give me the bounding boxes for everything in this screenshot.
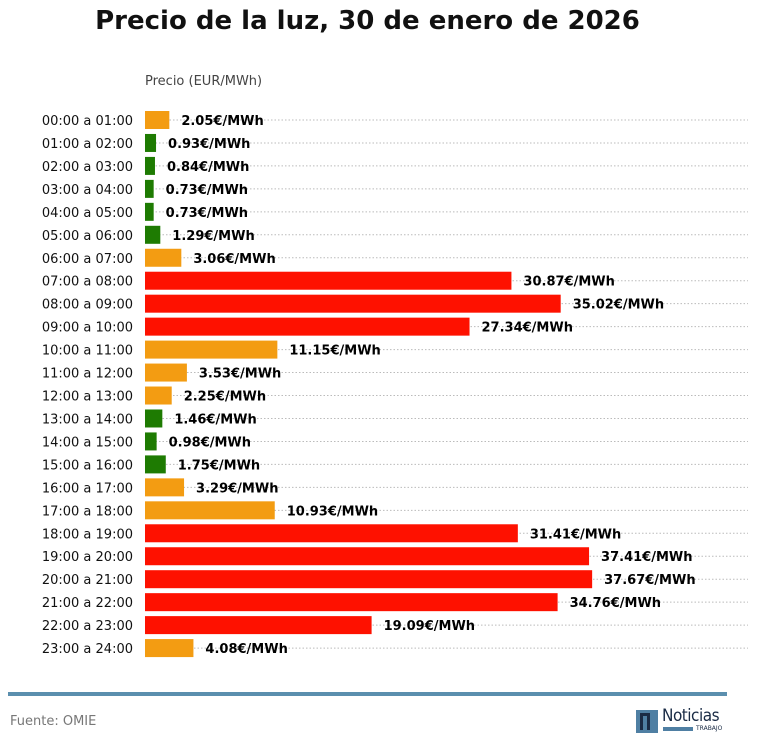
data-label: 35.02€/MWh: [573, 298, 664, 313]
data-label: 10.93€/MWh: [287, 504, 378, 519]
bar: [145, 501, 275, 520]
data-label: 4.08€/MWh: [205, 642, 287, 657]
bar: [145, 524, 518, 543]
category-label: 05:00 a 06:00: [42, 229, 133, 244]
data-label: 30.87€/MWh: [523, 275, 614, 290]
bar: [145, 340, 278, 359]
data-label: 2.05€/MWh: [181, 114, 263, 129]
data-label: 19.09€/MWh: [384, 619, 475, 634]
data-label: 34.76€/MWh: [570, 596, 661, 611]
category-label: 16:00 a 17:00: [42, 481, 133, 496]
data-label: 0.93€/MWh: [168, 137, 250, 152]
bar: [145, 111, 170, 129]
bar: [145, 294, 561, 313]
category-label: 23:00 a 24:00: [42, 642, 133, 657]
source-text: Fuente: OMIE: [10, 714, 97, 729]
category-label: 15:00 a 16:00: [42, 458, 133, 473]
data-label: 0.73€/MWh: [166, 206, 248, 221]
data-label: 0.73€/MWh: [166, 183, 248, 198]
data-label: 1.75€/MWh: [178, 458, 260, 473]
data-label: 3.29€/MWh: [196, 481, 278, 496]
bar: [145, 616, 372, 635]
category-label: 11:00 a 12:00: [42, 367, 133, 382]
bar: [145, 386, 172, 405]
axis-label: Precio (EUR/MWh): [145, 74, 263, 89]
category-label: 19:00 a 20:00: [42, 550, 133, 565]
bar: [145, 225, 161, 244]
data-label: 1.46€/MWh: [174, 412, 256, 427]
data-label: 2.25€/MWh: [184, 390, 266, 405]
data-label: 37.41€/MWh: [601, 550, 692, 565]
bar: [145, 455, 166, 474]
noticias-trabajo-logo: Noticias TRABAJO: [636, 706, 728, 734]
category-label: 22:00 a 23:00: [42, 619, 133, 634]
bar: [145, 363, 187, 382]
data-label: 1.29€/MWh: [172, 229, 254, 244]
category-label: 08:00 a 09:00: [42, 298, 133, 313]
bar: [145, 570, 593, 589]
category-label: 09:00 a 10:00: [42, 321, 133, 336]
category-label: 20:00 a 21:00: [42, 573, 133, 588]
chart-title: Precio de la luz, 30 de enero de 2026: [95, 6, 640, 36]
bar: [145, 248, 182, 267]
category-label: 17:00 a 18:00: [42, 504, 133, 519]
footer-divider: [8, 692, 727, 696]
bar: [145, 179, 154, 198]
category-label: 21:00 a 22:00: [42, 596, 133, 611]
bar: [145, 133, 157, 152]
bar: [145, 478, 185, 497]
bar: [145, 271, 512, 290]
bar: [145, 409, 163, 428]
category-label: 14:00 a 15:00: [42, 435, 133, 450]
data-label: 0.98€/MWh: [169, 435, 251, 450]
bar: [145, 639, 194, 658]
bar: [145, 432, 157, 451]
data-label: 37.67€/MWh: [604, 573, 695, 588]
data-label: 27.34€/MWh: [482, 321, 573, 336]
data-label: 31.41€/MWh: [530, 527, 621, 542]
bar: [145, 156, 155, 175]
category-label: 10:00 a 11:00: [42, 344, 133, 359]
data-label: 0.84€/MWh: [167, 160, 249, 175]
category-label: 02:00 a 03:00: [42, 160, 133, 175]
bar-chart: 00:00 a 01:00 2.05€/MWh 01:00 a 02:00 0.93€…: [42, 111, 748, 658]
data-label: 11.15€/MWh: [289, 344, 380, 359]
category-label: 06:00 a 07:00: [42, 252, 133, 267]
data-label: 3.53€/MWh: [199, 367, 281, 382]
category-label: 00:00 a 01:00: [42, 114, 133, 129]
category-label: 01:00 a 02:00: [42, 137, 133, 152]
category-label: 12:00 a 13:00: [42, 390, 133, 405]
bar: [145, 317, 470, 336]
category-label: 04:00 a 05:00: [42, 206, 133, 221]
category-label: 18:00 a 19:00: [42, 527, 133, 542]
bar: [145, 547, 590, 566]
data-label: 3.06€/MWh: [193, 252, 275, 267]
category-label: 03:00 a 04:00: [42, 183, 133, 198]
category-label: 07:00 a 08:00: [42, 275, 133, 290]
bar: [145, 202, 154, 221]
category-label: 13:00 a 14:00: [42, 412, 133, 427]
bar: [145, 593, 558, 612]
